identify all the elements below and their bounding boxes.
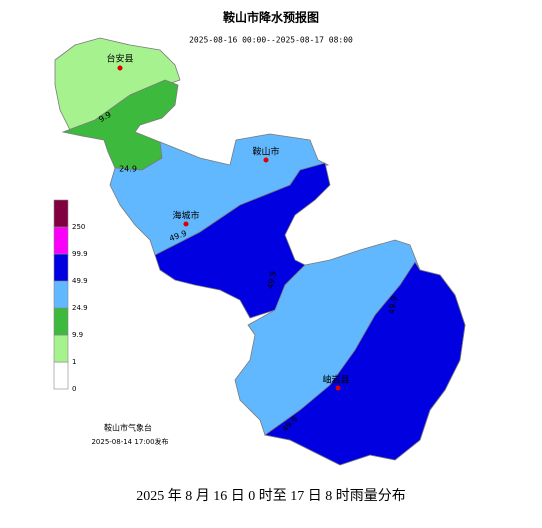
legend-label: 0 bbox=[72, 385, 76, 393]
legend-swatch bbox=[53, 361, 69, 390]
map-subtitle: 2025-08-16 00:00--2025-08-17 08:00 bbox=[189, 36, 353, 45]
caption: 2025 年 8 月 16 日 0 时至 17 日 8 时雨量分布 bbox=[136, 488, 406, 504]
city-label: 台安县 bbox=[106, 53, 133, 65]
city-label: 海城市 bbox=[172, 210, 199, 222]
legend-swatch bbox=[53, 226, 69, 255]
region-blue-south bbox=[264, 261, 466, 466]
map: 9.9 24.9 49.9 49.9 49.9 49.9 台安县 鞍山市 海城市… bbox=[54, 37, 466, 466]
region-light-blue-north bbox=[109, 133, 330, 256]
legend-swatch bbox=[53, 334, 69, 363]
legend-label: 24.9 bbox=[72, 304, 88, 312]
city-dot bbox=[117, 65, 123, 71]
issued-time: 2025-08-14 17:00发布 bbox=[91, 437, 168, 446]
contour-label: 49.9 bbox=[387, 295, 399, 314]
legend-swatch bbox=[53, 307, 69, 336]
region-green bbox=[61, 79, 179, 171]
legend-label: 9.9 bbox=[72, 331, 83, 339]
legend-label: 1 bbox=[72, 358, 76, 366]
city-dot bbox=[183, 221, 189, 227]
city-dot bbox=[335, 385, 341, 391]
legend-swatch bbox=[53, 280, 69, 309]
legend-label: 99.9 bbox=[72, 250, 88, 258]
city-label: 岫岩县 bbox=[322, 374, 349, 386]
contour-label: 24.9 bbox=[119, 165, 137, 174]
region-blue-central bbox=[154, 162, 331, 319]
contour-label: 49.9 bbox=[266, 270, 278, 289]
legend-swatch bbox=[53, 199, 69, 228]
legend: 0 1 9.9 24.9 49.9 99.9 250 bbox=[53, 199, 88, 393]
city-label: 鞍山市 bbox=[252, 146, 279, 158]
agency: 鞍山市气象台 bbox=[104, 423, 152, 433]
legend-label: 250 bbox=[72, 223, 85, 231]
legend-swatch bbox=[53, 253, 69, 282]
city-dot bbox=[263, 157, 269, 163]
legend-label: 49.9 bbox=[72, 277, 88, 285]
map-title: 鞍山市降水预报图 bbox=[223, 10, 319, 25]
